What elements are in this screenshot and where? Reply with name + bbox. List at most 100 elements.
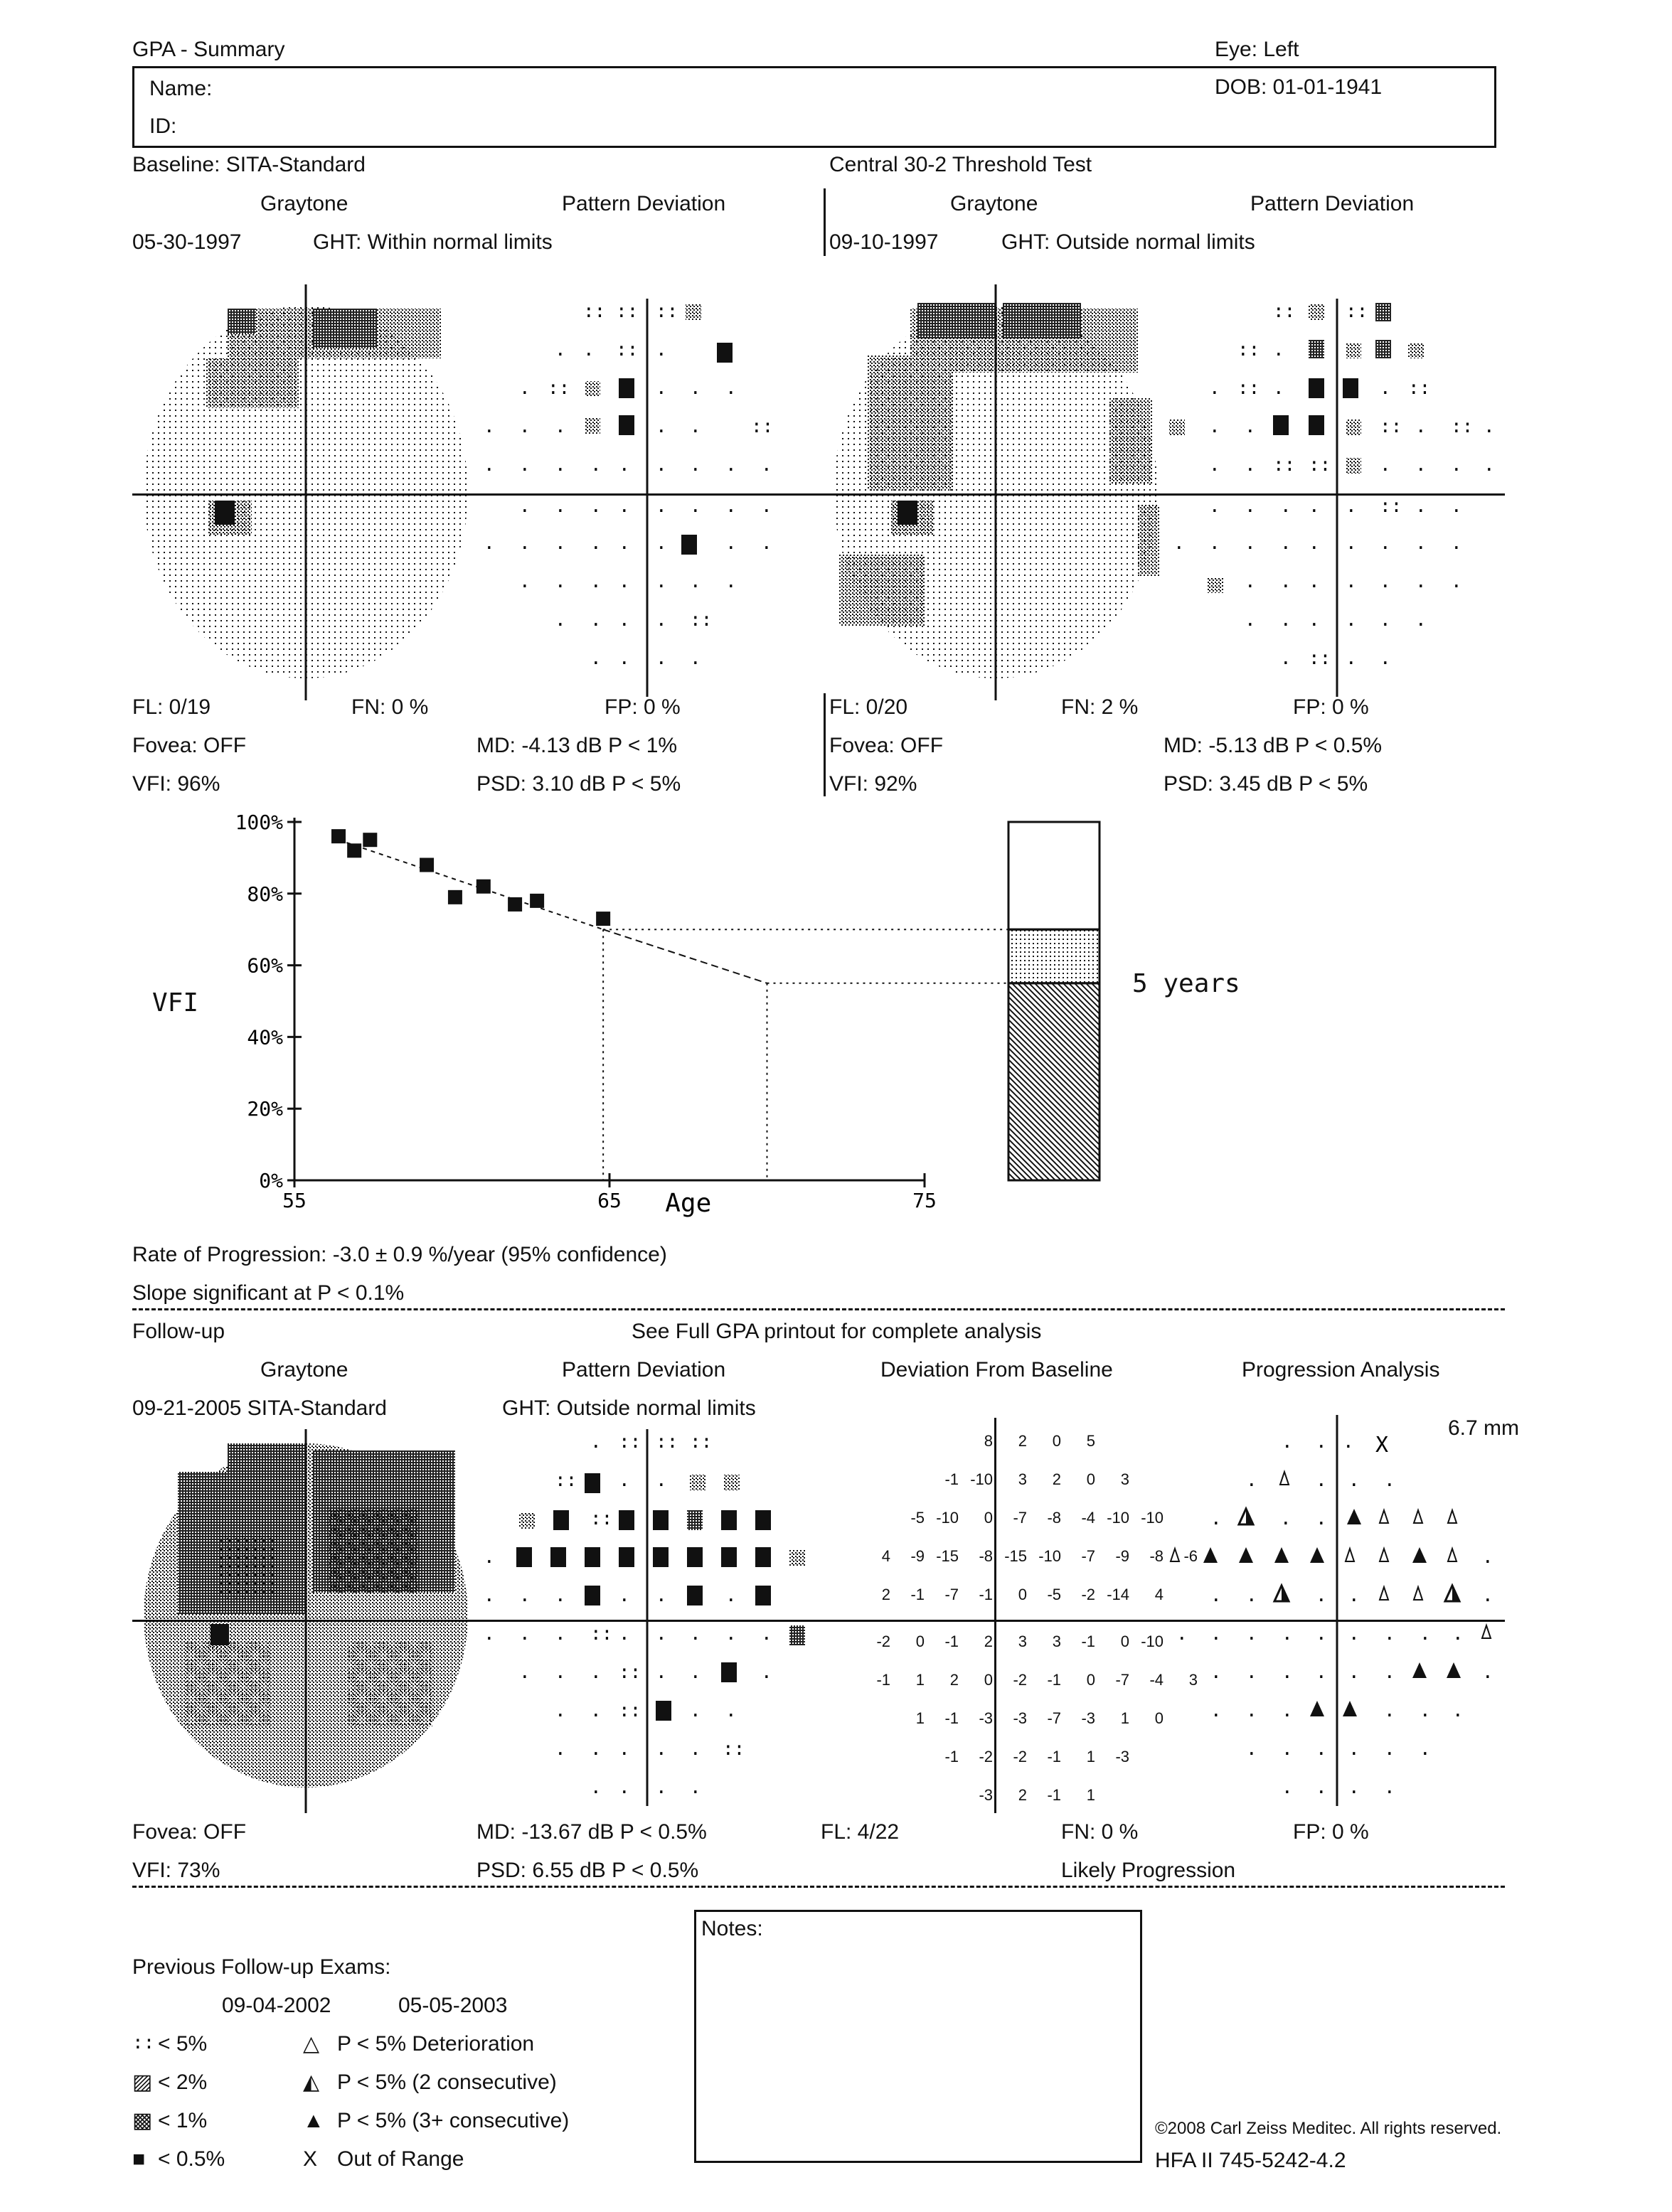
svg-text:.: . — [619, 1623, 630, 1645]
slope-significance: Slope significant at P < 0.1% — [132, 1281, 405, 1305]
svg-text:.: . — [1348, 1470, 1360, 1491]
deviation-value: -1 — [1047, 1786, 1061, 1804]
svg-text:::: :: — [590, 1508, 612, 1529]
fovea-status: Fovea: OFF — [132, 734, 247, 757]
svg-text:::: :: — [1273, 301, 1295, 322]
svg-text:.: . — [1282, 1777, 1293, 1798]
svg-text:.: . — [1282, 1662, 1293, 1683]
patient-info-box — [132, 66, 1496, 148]
svg-text:.: . — [1245, 609, 1256, 631]
deviation-value: 0 — [984, 1671, 993, 1689]
horizontal-meridian — [132, 1620, 1505, 1622]
graytone-plot — [144, 284, 468, 700]
svg-text:.: . — [519, 496, 531, 517]
graytone-label: Graytone — [260, 192, 348, 215]
svg-text:.: . — [1452, 1700, 1464, 1721]
deviation-from-baseline-grid: 8 2 0 5 -1 -10 3 2 0 3 -5 -10 0 -7 -8 -4 -10 -10 4 -9 -15 -8-… — [818, 1433, 1198, 1804]
svg-text:.: . — [656, 1623, 667, 1645]
deviation-value: 3 — [1052, 1633, 1061, 1650]
pattern-deviation-plot: .:::::: :: .. :: . ... .. . ...::..... .… — [484, 1429, 805, 1806]
svg-text:.: . — [1210, 1700, 1222, 1721]
device-model: HFA II 745-5242-4.2 — [1155, 2149, 1346, 2172]
false-positives: FP: 0 % — [1293, 695, 1369, 719]
svg-text:.: . — [1273, 339, 1284, 360]
progression-verdict: Likely Progression — [1061, 1859, 1236, 1882]
false-positives: FP: 0 % — [605, 695, 681, 719]
svg-text:.: . — [519, 1585, 531, 1606]
svg-text:::: :: — [751, 416, 773, 437]
svg-text:::: :: — [656, 1431, 678, 1453]
svg-text:.: . — [619, 571, 630, 592]
deviation-value: 2 — [881, 1586, 890, 1603]
deviation-value: -9 — [1115, 1547, 1129, 1565]
deviation-value: -7 — [1081, 1547, 1095, 1565]
svg-text:.: . — [1348, 1623, 1360, 1645]
svg-text:.: . — [590, 648, 602, 669]
projection-line — [602, 929, 767, 984]
svg-text:.: . — [1348, 1585, 1360, 1606]
svg-text:.: . — [1246, 1738, 1257, 1760]
pupil-diameter: 6.7 mm — [1448, 1416, 1520, 1440]
mean-deviation: MD: -4.13 dB P < 1% — [476, 734, 678, 757]
svg-text:.: . — [761, 1662, 772, 1683]
followup-note: See Full GPA printout for complete analy… — [632, 1320, 1042, 1343]
graytone-plot — [144, 1429, 468, 1813]
svg-text:.: . — [1484, 454, 1495, 476]
svg-text:.: . — [656, 1777, 667, 1798]
svg-text:::: :: — [619, 1700, 641, 1721]
svg-text:.: . — [1415, 533, 1427, 554]
deviation-value: -4 — [1081, 1509, 1095, 1527]
legend-text: < 5% — [158, 2032, 208, 2056]
vfi-data-point — [476, 879, 491, 894]
deviation-value: -10 — [1141, 1509, 1164, 1527]
pattern-deviation-label: Pattern Deviation — [562, 1358, 726, 1382]
svg-text:.: . — [1384, 1470, 1395, 1491]
deviation-value: -10 — [1038, 1547, 1061, 1565]
chart-ylabel: VFI — [152, 988, 199, 1017]
svg-text:.: . — [1452, 1623, 1464, 1645]
svg-text:.: . — [690, 454, 701, 476]
svg-text:.: . — [1482, 1662, 1493, 1683]
deterioration-icon: △ — [303, 2032, 320, 2056]
svg-text:.: . — [1415, 609, 1427, 631]
svg-text:.: . — [1346, 571, 1357, 592]
deviation-value: 2 — [984, 1633, 993, 1650]
svg-text:::: :: — [1380, 416, 1402, 437]
vfi-data-point — [420, 857, 435, 872]
deviation-value: -1 — [1047, 1671, 1061, 1689]
deviation-value: -1 — [944, 1633, 959, 1650]
svg-text:.: . — [1245, 571, 1256, 592]
svg-text:.: . — [1384, 1662, 1395, 1683]
svg-text:.: . — [1451, 533, 1462, 554]
progression-analysis-plot: ... X . ... . .. . .. .. . ......... ....… — [1169, 1415, 1493, 1806]
svg-text:.: . — [1346, 533, 1357, 554]
svg-text:.: . — [555, 571, 566, 592]
vfi-value: VFI: 96% — [132, 772, 220, 796]
svg-text:.: . — [1384, 1700, 1395, 1721]
legend-text: P < 5% Deterioration — [337, 2032, 535, 2056]
legend-text: < 2% — [158, 2071, 208, 2094]
deviation-value: 2 — [1052, 1470, 1061, 1488]
svg-text:.: . — [761, 1623, 772, 1645]
svg-text:.: . — [656, 648, 667, 669]
legend-symbol-05pct: ■ — [132, 2147, 146, 2171]
svg-text:.: . — [1380, 571, 1391, 592]
legend-text: P < 5% (2 consecutive) — [337, 2071, 557, 2094]
svg-text:.: . — [1420, 1738, 1431, 1760]
svg-text:.: . — [690, 416, 701, 437]
svg-text:.: . — [590, 1431, 602, 1453]
deviation-value: -15 — [1004, 1547, 1027, 1565]
id-label: ID: — [149, 114, 177, 138]
dob-label: DOB: 01-01-1941 — [1215, 75, 1383, 99]
svg-text:.: . — [761, 533, 772, 554]
deviation-value: -7 — [944, 1586, 959, 1603]
svg-text:.: . — [1280, 609, 1292, 631]
vfi-bar-projected-loss — [1007, 928, 1101, 985]
svg-text:.: . — [555, 533, 566, 554]
graytone-label: Graytone — [260, 1358, 348, 1382]
section-divider — [132, 1886, 1505, 1888]
svg-text:.: . — [690, 496, 701, 517]
ght-result: GHT: Within normal limits — [313, 230, 553, 254]
deviation-value: 3 — [1018, 1633, 1027, 1650]
svg-text:.: . — [1280, 1508, 1292, 1529]
